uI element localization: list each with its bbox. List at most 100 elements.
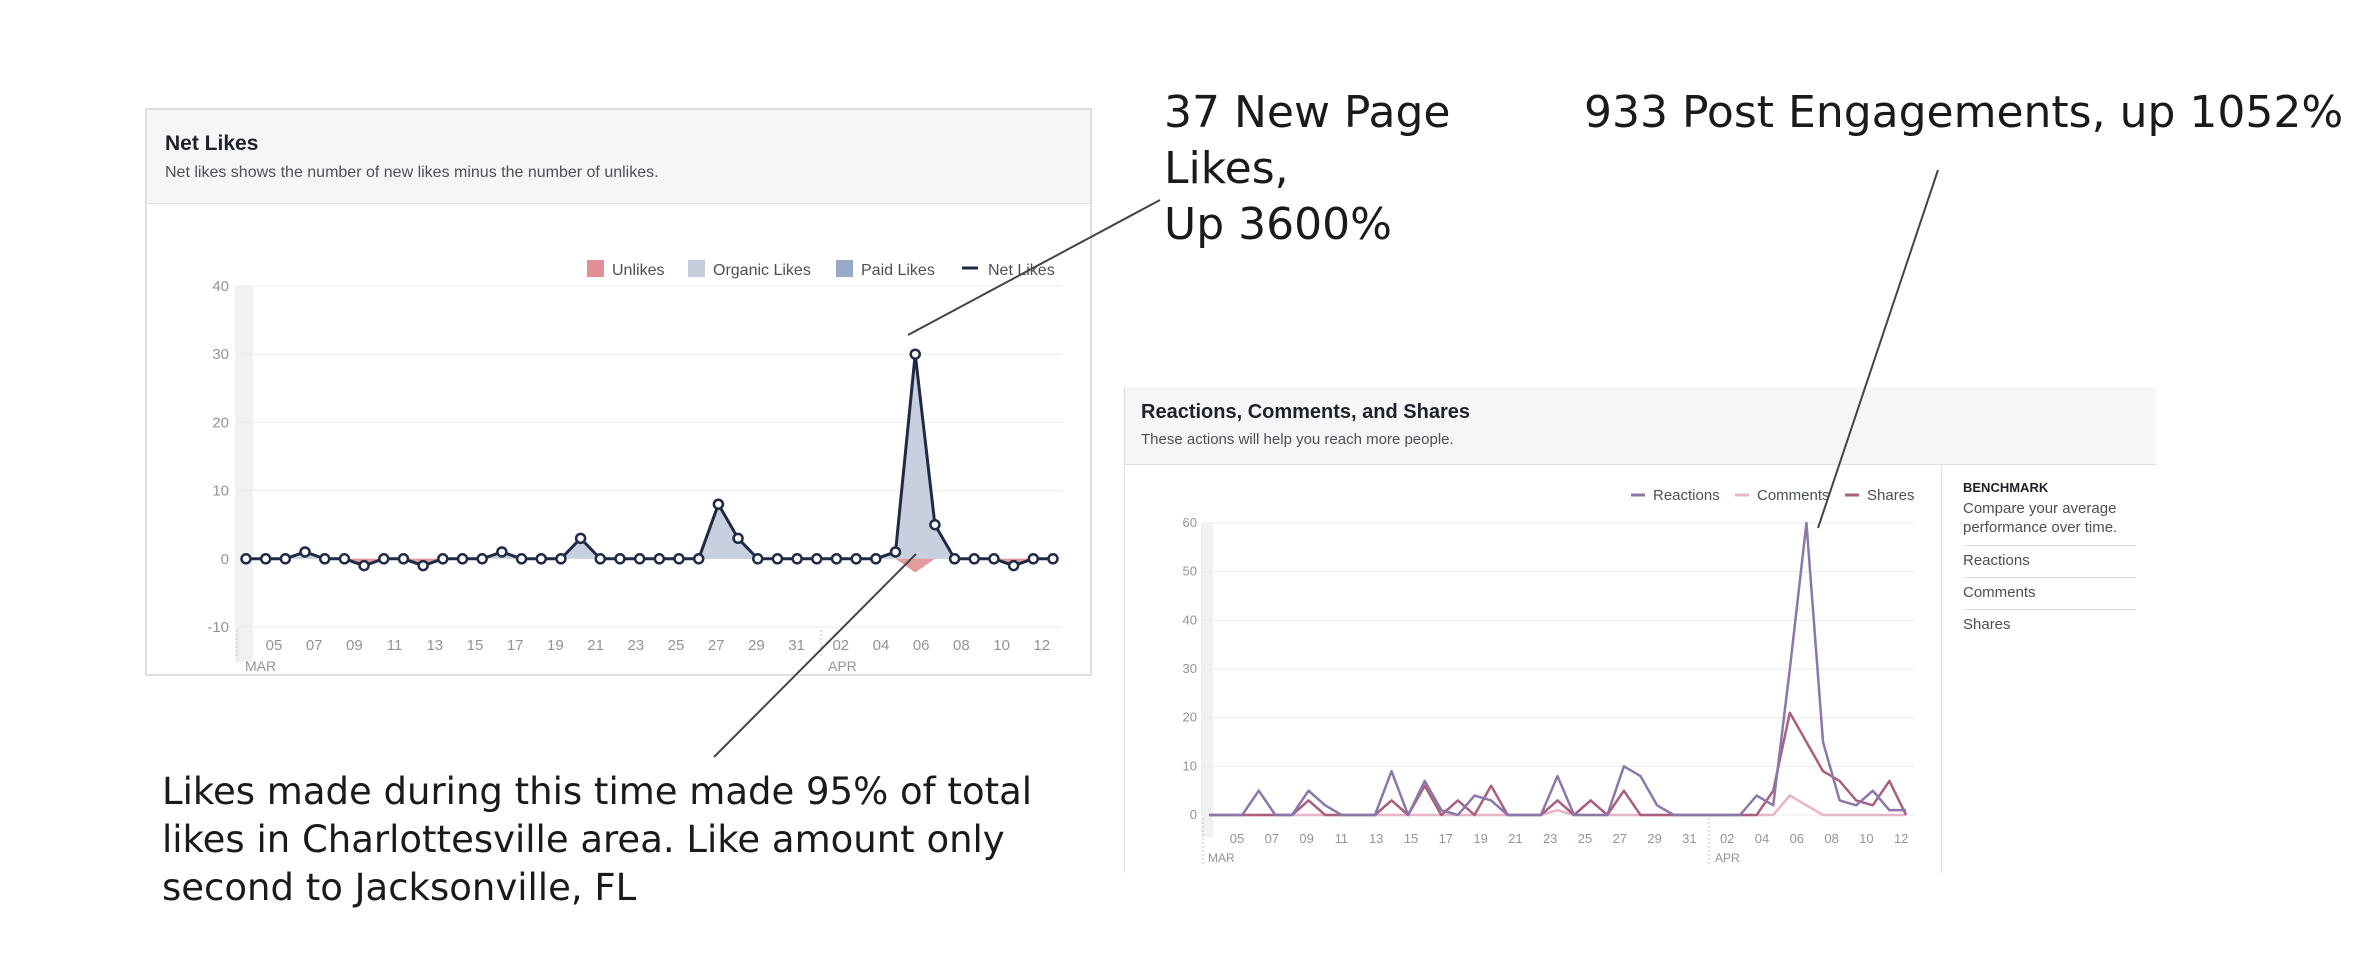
net-likes-point	[968, 553, 981, 565]
y-tick-label: 40	[1183, 612, 1197, 627]
net-likes-title: Net Likes	[165, 132, 259, 155]
benchmark-description: Compare your average performance over ti…	[1963, 500, 2118, 536]
net-likes-header: Net Likes Net likes shows the number of …	[147, 110, 1090, 204]
net-likes-point	[791, 553, 803, 565]
x-tick-label: 23	[1543, 831, 1557, 846]
legend-label: Unlikes	[612, 262, 664, 279]
legend-label: Shares	[1867, 487, 1915, 504]
x-tick-label: 04	[873, 637, 890, 654]
x-tick-label: 05	[266, 637, 283, 654]
x-tick-label: 12	[1033, 637, 1050, 654]
net-likes-point	[318, 553, 331, 565]
net-likes-point	[732, 532, 744, 545]
net-likes-point	[555, 553, 567, 565]
y-tick-label: 30	[212, 346, 229, 363]
net-likes-point	[614, 553, 626, 565]
x-tick-label: 17	[1439, 831, 1453, 846]
net-likes-subtitle: Net likes shows the number of new likes …	[165, 164, 659, 181]
net-likes-point	[476, 553, 488, 565]
plot-left-band	[1201, 523, 1213, 837]
net-likes-point	[535, 553, 547, 565]
engagements-annotation: 933 Post Engagements, up 1052%	[1584, 87, 2344, 138]
y-tick-label: 20	[1183, 710, 1197, 725]
benchmark-divider	[1941, 464, 1942, 873]
net-likes-point	[988, 553, 1000, 565]
month-label: MAR	[245, 658, 276, 674]
x-tick-label: 21	[1508, 831, 1522, 846]
legend-swatch	[836, 260, 853, 277]
month-label: APR	[828, 658, 857, 674]
benchmark-item-comments[interactable]: Comments	[1963, 577, 2136, 609]
new-likes-annotation: 37 New Page Likes, Up 3600%	[1164, 85, 1474, 253]
x-tick-label: 25	[1578, 831, 1592, 846]
share-line-3: second to Jacksonville, FL	[162, 866, 637, 909]
y-tick-label: 30	[1183, 661, 1197, 676]
new-likes-line-3: Up 3600%	[1164, 199, 1392, 250]
x-tick-label: 17	[507, 637, 524, 654]
net-likes-point	[259, 553, 272, 565]
net-likes-point	[692, 553, 705, 565]
legend-label: Organic Likes	[713, 262, 811, 279]
reactions-panel: Reactions, Comments, and Shares These ac…	[1124, 387, 2156, 873]
legend-label: Paid Likes	[861, 262, 935, 279]
net-likes-point	[299, 546, 311, 558]
net-likes-point	[417, 559, 429, 572]
x-tick-label: 07	[1265, 831, 1279, 846]
x-tick-label: 27	[708, 637, 725, 654]
legend-label: Reactions	[1653, 487, 1720, 504]
x-tick-label: 25	[668, 637, 685, 654]
y-tick-label: 60	[1183, 515, 1197, 530]
reactions-line	[1209, 521, 1906, 817]
net-likes-point	[889, 546, 902, 558]
net-likes-point	[752, 553, 764, 565]
x-tick-label: 11	[387, 637, 403, 654]
net-likes-point	[594, 553, 607, 565]
net-likes-point	[673, 553, 685, 565]
net-likes-point	[948, 553, 961, 565]
reactions-title: Reactions, Comments, and Shares	[1141, 401, 1470, 423]
net-likes-point	[712, 498, 725, 510]
x-tick-label: 08	[953, 637, 970, 654]
x-tick-label: 09	[346, 637, 363, 654]
share-line-1: Likes made during this time made 95% of …	[162, 770, 1033, 813]
net-likes-point	[456, 553, 469, 565]
y-tick-label: 20	[212, 414, 229, 431]
y-tick-label: 10	[212, 483, 229, 500]
reactions-chart: 0 10 20 30 40 50 60 05 07 09 11 13 15 17 19 21 23 25 27 29 3…	[1183, 487, 1915, 866]
plot-left-band	[235, 286, 253, 662]
share-annotation: Likes made during this time made 95% of …	[162, 768, 1042, 912]
legend-swatch	[587, 260, 604, 277]
net-likes-point	[437, 553, 449, 565]
month-label: MAR	[1208, 851, 1235, 865]
benchmark-item-reactions[interactable]: Reactions	[1963, 545, 2136, 577]
net-likes-point	[515, 553, 528, 565]
legend-label: Net Likes	[988, 262, 1055, 279]
net-likes-point	[1027, 553, 1040, 565]
net-likes-point	[358, 559, 370, 572]
net-likes-point	[496, 546, 508, 558]
net-likes-point	[870, 553, 882, 565]
x-tick-label: 31	[1682, 831, 1696, 846]
net-likes-point	[279, 553, 292, 565]
x-tick-label: 11	[1335, 831, 1349, 846]
x-tick-label: 02	[832, 637, 849, 654]
y-tick-label: 10	[1183, 758, 1197, 773]
x-tick-label: 04	[1755, 831, 1769, 846]
new-likes-line-2: Likes,	[1164, 143, 1289, 194]
net-likes-point	[830, 553, 843, 565]
net-likes-point	[574, 532, 587, 545]
x-tick-label: 06	[913, 637, 930, 654]
benchmark-item-shares[interactable]: Shares	[1963, 609, 2136, 641]
y-tick-label: 0	[221, 551, 229, 568]
benchmark-panel: BENCHMARK Compare your average performan…	[1963, 480, 2136, 641]
month-label: APR	[1715, 851, 1740, 865]
net-likes-point	[771, 553, 784, 565]
x-tick-label: 29	[748, 637, 765, 654]
x-tick-label: 27	[1613, 831, 1627, 846]
x-tick-label: 10	[1859, 831, 1873, 846]
net-likes-point	[811, 553, 823, 565]
x-tick-label: 31	[788, 637, 805, 654]
x-tick-label: 13	[426, 637, 443, 654]
legend-swatch	[688, 260, 705, 277]
net-likes-point	[378, 553, 390, 565]
